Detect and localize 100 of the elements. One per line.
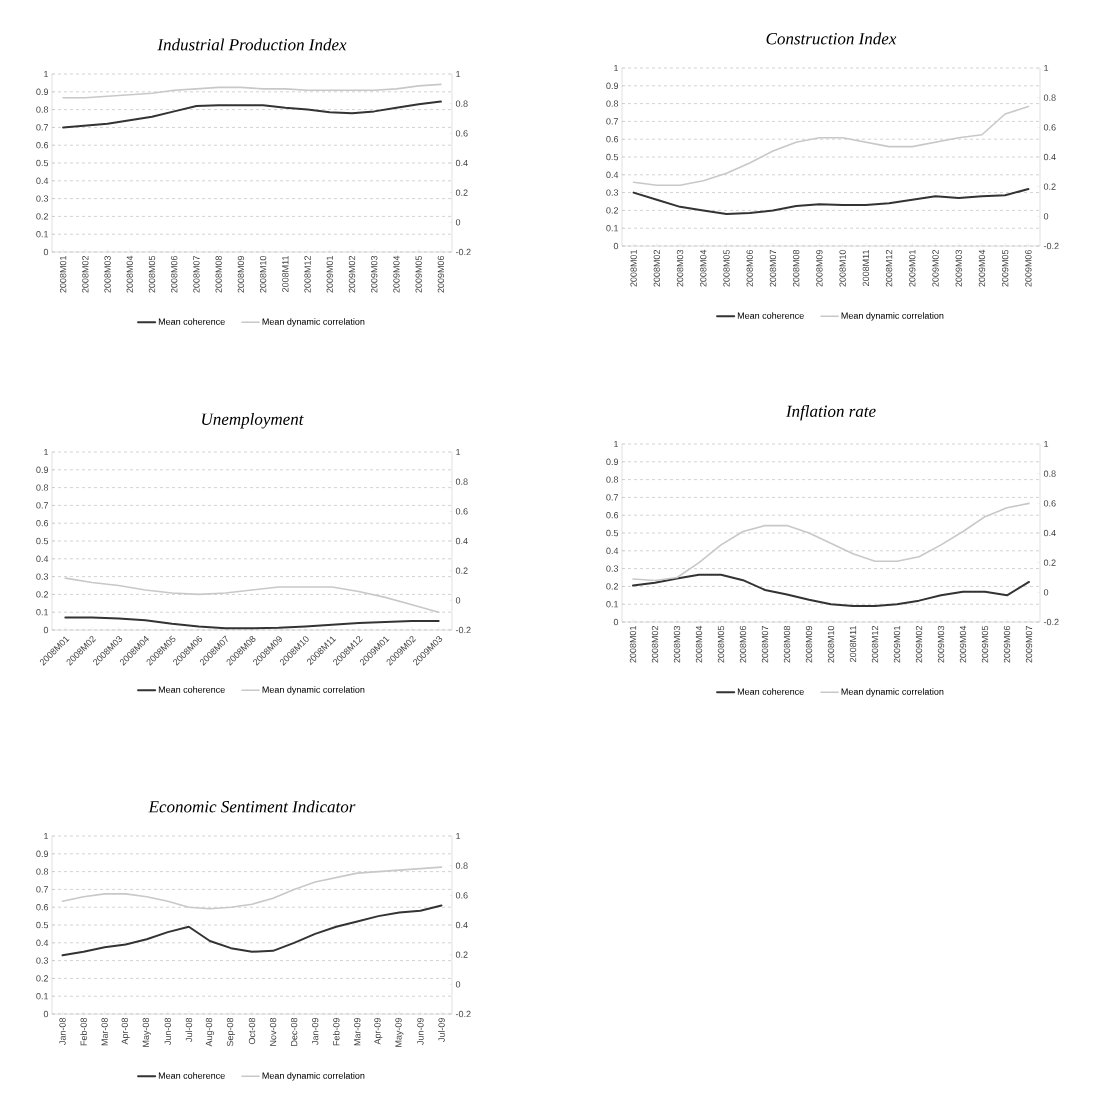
y-tick-label: 0 <box>613 242 619 250</box>
y-tick-label: 1 <box>44 70 49 78</box>
x-tick-label: 2009M02 <box>348 256 356 293</box>
y-tick-label: 0.9 <box>36 88 49 95</box>
y2-tick-label: 0.6 <box>455 892 468 899</box>
y2-tick-label: 0.2 <box>455 951 468 958</box>
x-tick-label: 2008M03 <box>676 249 684 287</box>
legend-label: Mean coherence <box>158 686 225 693</box>
x-tick-label: 2008M09 <box>237 255 245 293</box>
legend-label: Mean coherence <box>737 312 804 319</box>
x-tick-label: 2008M09 <box>805 625 813 663</box>
y2-tick-label: 0.4 <box>1043 153 1056 161</box>
y2-tick-label: 0.6 <box>455 508 468 515</box>
x-tick-label: 2008M03 <box>104 255 111 293</box>
y-tick-label: 0.7 <box>36 886 49 893</box>
x-tick-label: 2008M11 <box>862 249 870 286</box>
y-tick-label: 0.1 <box>606 225 619 232</box>
y-tick-label: 0.5 <box>606 153 619 161</box>
x-tick-label: 2008M04 <box>700 249 707 287</box>
legend-label: Mean dynamic correlation <box>262 1072 365 1081</box>
x-tick-label: 2009M06 <box>437 255 445 293</box>
x-tick-label: 2008M01 <box>630 249 637 287</box>
y2-tick-label: 0.8 <box>455 100 468 107</box>
y-tick-label: 0.9 <box>606 458 619 465</box>
y2-tick-label: 0 <box>1043 589 1049 596</box>
x-tick-label: 2008M06 <box>746 249 753 287</box>
y2-tick-label: -0.2 <box>455 1010 471 1018</box>
x-tick-label: 2009M04 <box>978 249 986 287</box>
y-tick-label: 0.8 <box>606 476 619 483</box>
y-tick-label: 0 <box>43 248 49 256</box>
y2-tick-label: 0.4 <box>455 537 468 545</box>
y-tick-label: 0.7 <box>36 502 49 509</box>
chart-title: Construction Index <box>766 32 897 45</box>
x-tick-label: 2009M01 <box>909 249 916 287</box>
x-tick-label: Dec-08 <box>290 1017 298 1046</box>
legend-label: Mean dynamic correlation <box>841 312 944 321</box>
line-series <box>632 188 1030 215</box>
x-tick-label: 2009M03 <box>371 255 378 293</box>
y-tick-label: 0.2 <box>606 583 619 590</box>
y-tick-label: 0.5 <box>36 159 49 167</box>
x-tick-label: May-09 <box>395 1017 404 1047</box>
y2-tick-label: 1 <box>1044 64 1049 72</box>
y2-tick-label: 1 <box>456 70 461 78</box>
y2-tick-label: 0.6 <box>1043 124 1056 131</box>
y2-tick-label: 0.2 <box>455 567 468 574</box>
legend-label: Mean dynamic correlation <box>262 318 365 327</box>
x-tick-label: 2009M07 <box>1025 626 1033 663</box>
y-tick-label: 0.4 <box>36 177 49 184</box>
y2-tick-label: 0 <box>1043 213 1049 220</box>
x-tick-label: Sep-08 <box>226 1017 236 1047</box>
y-tick-label: 0.3 <box>606 189 619 196</box>
y2-tick-label: 1 <box>456 832 461 840</box>
y-tick-label: 0 <box>43 1010 49 1018</box>
x-tick-label: 2009M02 <box>932 250 939 287</box>
y2-tick-label: 0.8 <box>1043 470 1056 477</box>
x-tick-label: Oct-08 <box>248 1017 256 1045</box>
y-tick-label: 0.7 <box>606 118 619 125</box>
x-tick-label: 2009M01 <box>326 255 333 293</box>
x-tick-label: 2008M07 <box>761 626 769 663</box>
y-tick-label: 0.8 <box>36 484 49 491</box>
x-tick-label: 2008M11 <box>849 625 857 662</box>
x-tick-label: 2009M01 <box>893 625 901 663</box>
x-tick-label: Feb-08 <box>80 1017 87 1046</box>
x-tick-label: 2008M11 <box>282 255 289 292</box>
y-tick-label: 0.8 <box>606 100 619 107</box>
x-tick-label: 2009M02 <box>915 626 923 663</box>
legend-label: Mean coherence <box>737 688 804 695</box>
x-tick-label: 2008M07 <box>769 250 777 287</box>
x-tick-label: May-08 <box>142 1017 151 1047</box>
legend-label: Mean coherence <box>158 1072 225 1079</box>
y2-tick-label: 0.2 <box>455 189 468 196</box>
y-tick-label: 0.9 <box>36 466 49 473</box>
chart-title: Unemployment <box>202 413 304 429</box>
x-tick-label: 2008M09 <box>816 249 823 287</box>
x-tick-label: Aug-08 <box>205 1017 214 1047</box>
y-tick-label: 0.4 <box>606 171 619 178</box>
y-tick-label: 0.6 <box>36 142 49 149</box>
x-tick-label: 2009M03 <box>955 249 962 287</box>
y-tick-label: 0.2 <box>36 975 49 982</box>
x-tick-label: 2008M02 <box>653 250 661 287</box>
y2-tick-label: -0.2 <box>455 626 471 634</box>
y2-tick-label: 0.4 <box>455 921 468 929</box>
y-tick-label: 0.5 <box>606 529 619 537</box>
legend-label: Mean dynamic correlation <box>841 688 944 697</box>
x-tick-label: 2008M01 <box>59 255 67 293</box>
y-tick-label: 0.5 <box>36 921 49 929</box>
y-tick-label: 0.4 <box>606 547 619 554</box>
y-tick-label: 0.1 <box>606 601 619 608</box>
y-tick-label: 0.6 <box>606 136 619 143</box>
x-tick-label: 2008M05 <box>148 255 156 293</box>
y2-tick-label: 0.4 <box>455 159 468 167</box>
y-tick-label: 0.8 <box>36 868 49 875</box>
x-tick-label: 2008M07 <box>193 256 200 293</box>
x-tick-label: Jul-09 <box>438 1017 445 1042</box>
y-tick-label: 1 <box>44 448 49 456</box>
y-tick-label: 0.9 <box>36 850 49 857</box>
y2-tick-label: 0 <box>455 219 461 226</box>
x-tick-label: 2008M03 <box>673 625 681 663</box>
y-tick-label: 0.1 <box>36 609 49 616</box>
x-tick-label: 2009M06 <box>1003 625 1011 663</box>
